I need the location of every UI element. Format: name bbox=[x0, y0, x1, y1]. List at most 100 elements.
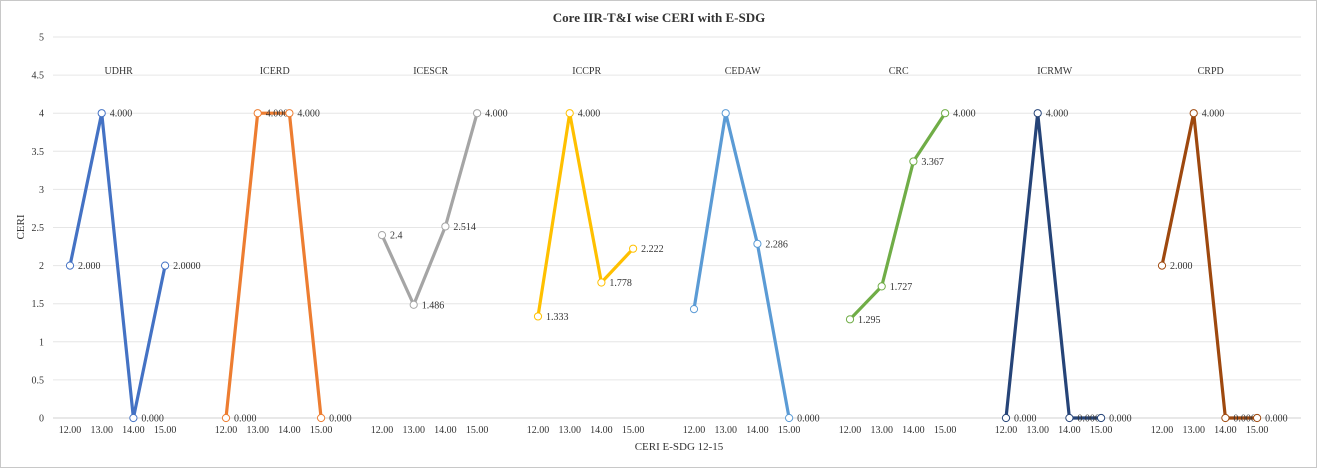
x-tick-label: 14.00 bbox=[434, 425, 457, 436]
y-tick-label: 1 bbox=[39, 337, 44, 348]
data-label: 4.000 bbox=[1046, 109, 1069, 120]
data-label: 2.000 bbox=[78, 261, 101, 272]
y-axis-ticks: 0 0.5 1 1.5 2 2.5 3 3.5 4 4.5 5 bbox=[32, 33, 45, 425]
data-point bbox=[377, 231, 387, 240]
y-tick-label: 4.5 bbox=[32, 71, 45, 82]
x-axis-ticks: 12.00 13.00 14.00 15.00 12.00 13.00 14.00 15.00… bbox=[59, 425, 1269, 436]
x-tick-label: 15.00 bbox=[310, 425, 333, 436]
data-point bbox=[597, 278, 606, 287]
x-tick-label: 13.00 bbox=[558, 425, 581, 436]
data-point bbox=[97, 109, 106, 118]
series-line bbox=[380, 112, 479, 307]
data-point bbox=[409, 300, 418, 309]
data-label: 4.000 bbox=[110, 109, 133, 120]
chart-title: Core IIR-T&I wise CERI with E-SDG bbox=[553, 10, 765, 25]
series-name-label: ICESCR bbox=[413, 66, 448, 77]
x-tick-label: 13.00 bbox=[870, 425, 893, 436]
series-line bbox=[692, 111, 791, 419]
series-iccpr: ICCPR 1.333 4.000 1.778 2.222 bbox=[533, 66, 664, 323]
series-line bbox=[848, 112, 947, 321]
data-point bbox=[629, 244, 638, 253]
y-tick-label: 0 bbox=[39, 414, 44, 425]
data-label: 0.000 bbox=[1077, 414, 1100, 425]
data-point bbox=[161, 261, 170, 270]
data-point bbox=[253, 109, 262, 118]
y-tick-label: 2.5 bbox=[32, 223, 45, 234]
series-name-label: CEDAW bbox=[725, 66, 761, 77]
data-label: 4.000 bbox=[1202, 109, 1225, 120]
data-point bbox=[317, 413, 326, 423]
grid-lines bbox=[53, 36, 1301, 419]
x-tick-label: 13.00 bbox=[1026, 425, 1049, 436]
series-line bbox=[536, 111, 635, 317]
x-tick-label: 13.00 bbox=[246, 425, 269, 436]
data-label: 2.222 bbox=[641, 244, 664, 255]
data-label: 0.000 bbox=[1265, 414, 1288, 425]
y-tick-label: 3 bbox=[39, 185, 44, 196]
data-point bbox=[441, 222, 450, 231]
x-tick-label: 15.00 bbox=[1090, 425, 1113, 436]
x-tick-label: 15.00 bbox=[154, 425, 177, 436]
data-label: 1.295 bbox=[858, 315, 881, 326]
data-point bbox=[221, 413, 231, 423]
data-point bbox=[909, 157, 918, 166]
data-point bbox=[533, 312, 543, 321]
x-tick-label: 14.00 bbox=[1058, 425, 1081, 436]
series-udhr: UDHR 2.000 4.000 0.000 2.0000 bbox=[65, 66, 201, 425]
series-crpd: CRPD 2.000 4.000 0.000 0.000 bbox=[1157, 66, 1288, 425]
series-name-label: ICRMW bbox=[1037, 66, 1073, 77]
series-icrmw: ICRMW 0.000 4.000 0.000 0.000 bbox=[1001, 66, 1132, 425]
data-label: 0.000 bbox=[1014, 414, 1037, 425]
data-label: 4.000 bbox=[297, 109, 320, 120]
data-label: 1.727 bbox=[890, 282, 913, 293]
data-label: 0.000 bbox=[329, 414, 352, 425]
series-name-label: ICCPR bbox=[572, 66, 601, 77]
data-label: 4.000 bbox=[485, 109, 508, 120]
data-point bbox=[565, 109, 574, 118]
y-axis-label: CERI bbox=[15, 214, 27, 239]
x-tick-label: 12.00 bbox=[371, 425, 394, 436]
data-label: 1.333 bbox=[546, 312, 569, 323]
data-label: 2.514 bbox=[453, 222, 476, 233]
data-point bbox=[1097, 413, 1106, 423]
data-point bbox=[845, 315, 855, 324]
data-point bbox=[1001, 413, 1011, 423]
x-tick-label: 14.00 bbox=[278, 425, 301, 436]
series-icescr: ICESCR 2.4 1.486 2.514 4.000 bbox=[377, 66, 508, 311]
y-tick-label: 3.5 bbox=[32, 147, 45, 158]
x-tick-label: 12.00 bbox=[1151, 425, 1174, 436]
x-tick-label: 15.00 bbox=[466, 425, 489, 436]
y-tick-label: 0.5 bbox=[32, 375, 45, 386]
series-group: UDHR 2.000 4.000 0.000 2.0000 ICERD 0.000 4.000… bbox=[65, 66, 1288, 425]
data-point bbox=[1253, 413, 1262, 423]
x-tick-label: 15.00 bbox=[778, 425, 801, 436]
x-tick-label: 12.00 bbox=[839, 425, 862, 436]
x-tick-label: 12.00 bbox=[527, 425, 550, 436]
data-label: 0.000 bbox=[797, 414, 820, 425]
data-point bbox=[1221, 413, 1230, 423]
data-point bbox=[689, 305, 699, 314]
data-label: 3.367 bbox=[921, 157, 944, 168]
data-label: 4.000 bbox=[578, 109, 601, 120]
series-line bbox=[68, 111, 167, 420]
data-point bbox=[1157, 261, 1167, 270]
data-point bbox=[785, 413, 794, 423]
data-point bbox=[285, 109, 294, 118]
y-tick-label: 5 bbox=[39, 33, 44, 44]
series-name-label: CRC bbox=[889, 66, 909, 77]
x-tick-label: 13.00 bbox=[714, 425, 737, 436]
series-name-label: ICERD bbox=[260, 66, 290, 77]
data-label: 4.000 bbox=[953, 109, 976, 120]
series-icerd: ICERD 0.000 4.000 4.000 0.000 bbox=[221, 66, 352, 425]
data-point bbox=[941, 109, 950, 118]
data-label: 2.286 bbox=[765, 239, 788, 250]
x-tick-label: 13.00 bbox=[1182, 425, 1205, 436]
series-line bbox=[224, 111, 323, 419]
x-tick-label: 12.00 bbox=[59, 425, 82, 436]
data-point bbox=[1033, 109, 1042, 118]
data-point bbox=[721, 109, 730, 118]
data-label: 2.0000 bbox=[173, 261, 201, 272]
data-point bbox=[877, 282, 886, 291]
y-tick-label: 1.5 bbox=[32, 299, 45, 310]
